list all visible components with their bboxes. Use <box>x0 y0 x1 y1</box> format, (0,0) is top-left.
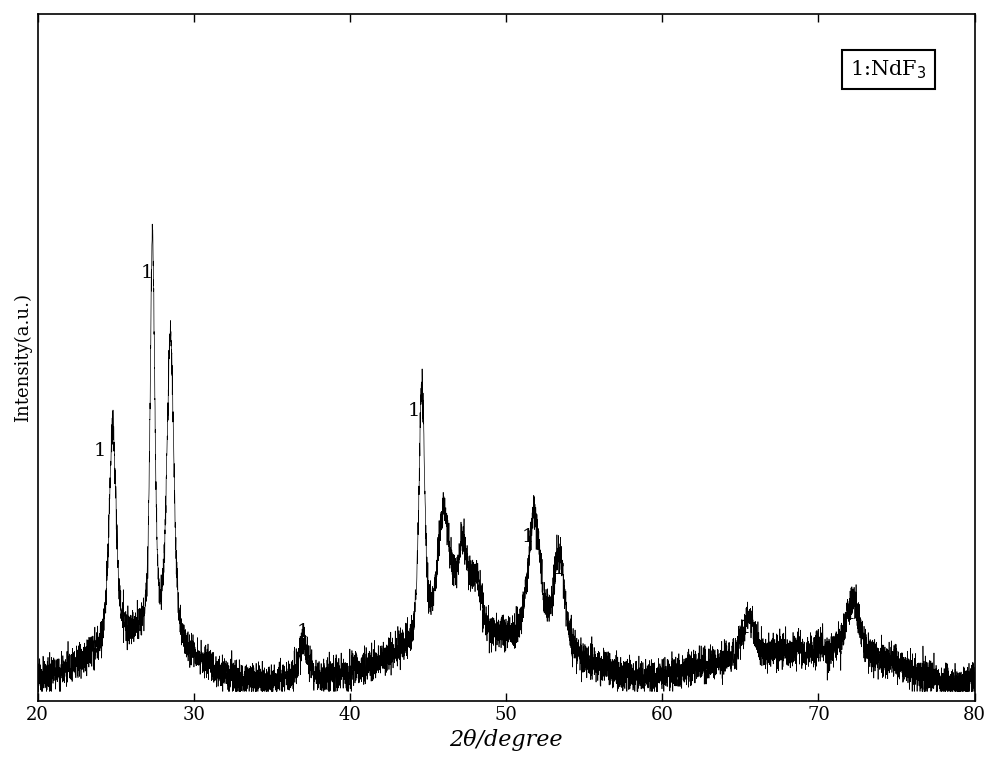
Text: 1: 1 <box>297 623 309 641</box>
Text: 1:NdF$_3$: 1:NdF$_3$ <box>850 58 927 80</box>
Text: 1: 1 <box>739 619 751 637</box>
Text: 1: 1 <box>522 529 534 546</box>
Text: 1: 1 <box>141 264 153 282</box>
Text: 1: 1 <box>408 402 420 420</box>
Text: 1: 1 <box>844 605 856 623</box>
Text: 1: 1 <box>553 560 565 578</box>
X-axis label: 2θ/degree: 2θ/degree <box>449 729 563 751</box>
Y-axis label: Intensity(a.u.): Intensity(a.u.) <box>14 293 32 422</box>
Text: 1: 1 <box>94 441 106 460</box>
